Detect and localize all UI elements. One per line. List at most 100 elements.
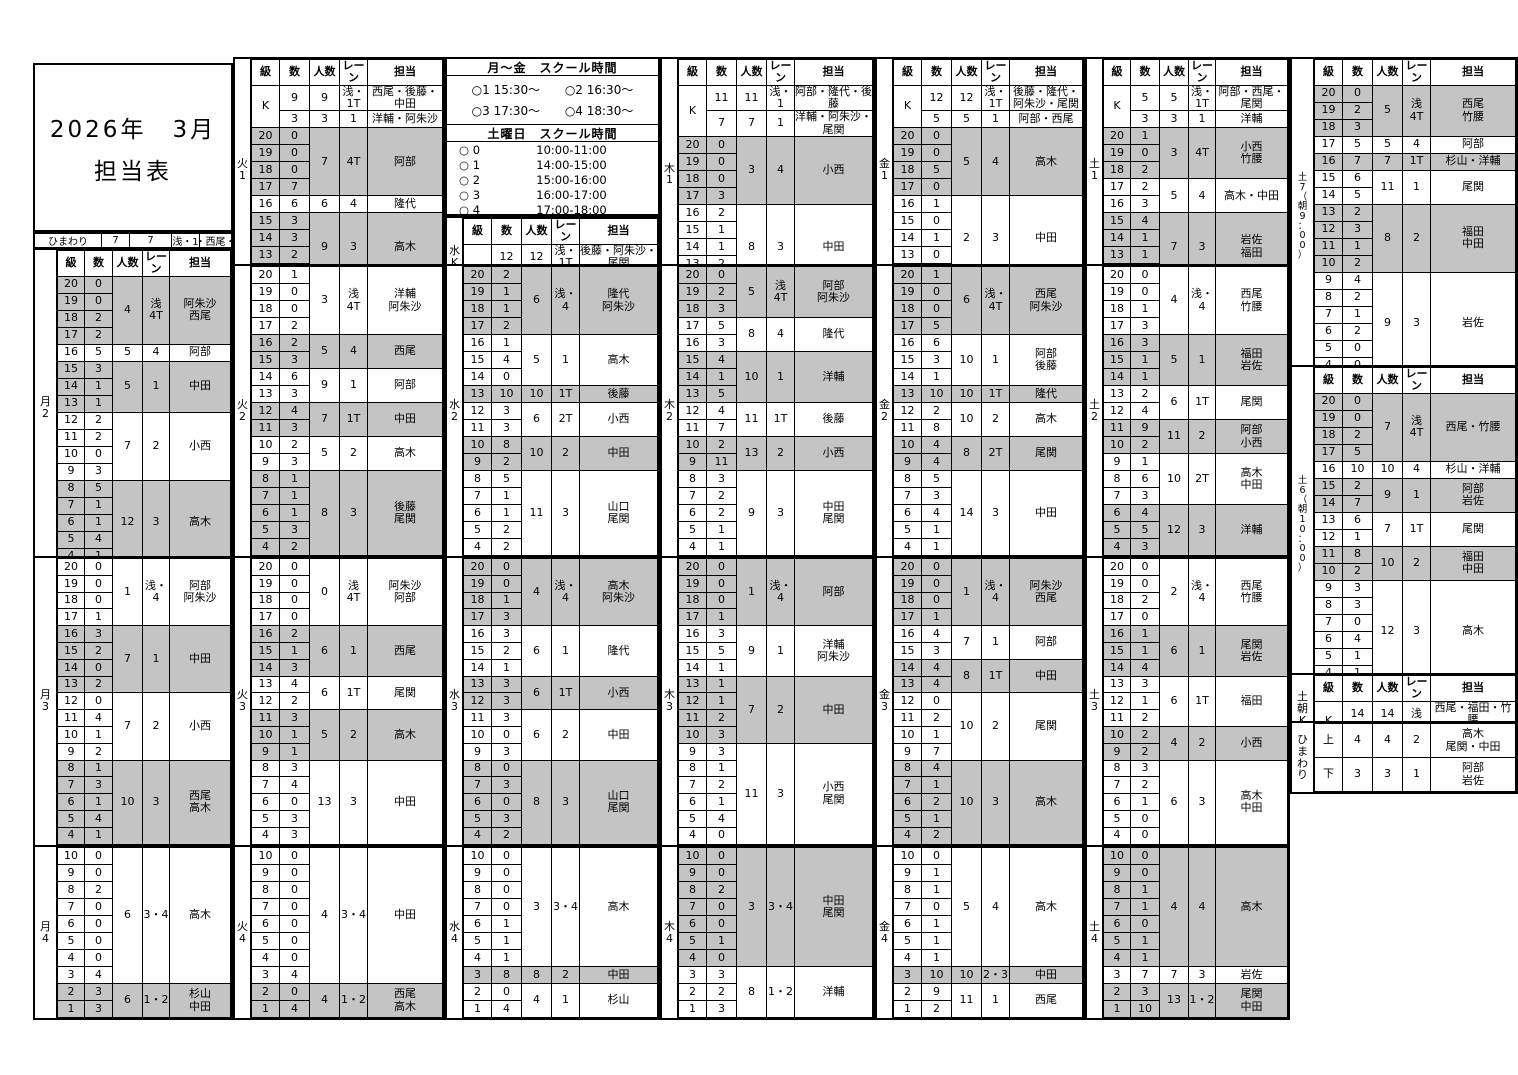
lane-cell: 4 bbox=[981, 847, 1010, 967]
col-header-count: 数 bbox=[1130, 59, 1160, 86]
count-cell: 0 bbox=[1342, 84, 1373, 103]
count-cell: 4 bbox=[706, 351, 737, 369]
day-label-char: 金 bbox=[879, 398, 890, 412]
people-cell: 6 bbox=[309, 195, 340, 214]
lane-cell: 1 bbox=[1402, 757, 1431, 792]
count-cell: 4 bbox=[279, 966, 310, 984]
count-cell: 9 bbox=[921, 983, 952, 1001]
count-cell: 3 bbox=[279, 212, 310, 231]
count-cell: 0 bbox=[706, 915, 737, 933]
lane-cell: 1 bbox=[766, 110, 795, 137]
people-cell: 5 bbox=[951, 110, 982, 129]
level-cell: 17 bbox=[893, 608, 922, 627]
count-cell: 0 bbox=[706, 574, 737, 593]
level-cell: 4 bbox=[251, 949, 280, 967]
level-cell: 7 bbox=[678, 898, 707, 916]
count-cell: 1 bbox=[1342, 237, 1373, 256]
col-header-level: 級 bbox=[463, 218, 492, 245]
level-cell: 5 bbox=[57, 932, 85, 950]
level-cell: 18 bbox=[251, 300, 280, 318]
schedule-row: 11 8 10 2 福田 中田 bbox=[1314, 545, 1516, 581]
level-cell: 2 bbox=[463, 983, 492, 1001]
count-cell: 0 bbox=[1130, 558, 1160, 576]
schedule-table-tue-1: 級数人数 レーン 担当 K 9 9 浅・1T 西尾・後藤・中田 3 3 1 洋輔・阿朱沙 20 0 7 4T 阿… bbox=[251, 59, 443, 282]
level-cell: 9 bbox=[251, 864, 280, 882]
level-cell: 4 bbox=[57, 949, 85, 967]
instructor-cell: 高木 bbox=[1009, 759, 1083, 845]
saturday-slot-row: ○ 0 10:00-11:00 bbox=[447, 142, 658, 157]
instructor-cell: 阿部 後藤 bbox=[1009, 334, 1083, 386]
schedule-row: 10 0 bbox=[57, 445, 231, 464]
instructor-cell: 中田 bbox=[579, 709, 658, 761]
people-cell: 5 bbox=[112, 343, 143, 362]
count-cell: 0 bbox=[921, 574, 952, 593]
schedule-row: 20 0 2 浅・4 西尾 竹腰 bbox=[1103, 557, 1288, 627]
level-cell: 8 bbox=[251, 881, 280, 899]
col-header-level: 級 bbox=[1314, 675, 1343, 702]
schedule-row: 18 0 bbox=[893, 591, 1083, 610]
count-cell: 0 bbox=[491, 793, 522, 811]
people-cell: 4 bbox=[521, 983, 552, 1018]
saturday-slot-mark: ○ 0 bbox=[459, 142, 481, 157]
schedule-table-wed-4: 10 0 3 3・4 高木 9 0 8 0 7 0 6 1 5 1 4 1 3 8 8 2 中田 2 0 4 1 杉山 1 4 bbox=[463, 847, 658, 1018]
level-cell: 18 bbox=[893, 591, 922, 610]
count-cell: 2 bbox=[279, 538, 310, 556]
people-cell: 3 bbox=[521, 847, 552, 967]
schedule-row: 20 0 4 浅・4 高木 阿朱沙 bbox=[463, 557, 658, 627]
level-cell: 12 bbox=[57, 692, 85, 711]
instructor-cell: 尾関 bbox=[1009, 692, 1083, 761]
schedule-row: 3 3 8 1・2 洋輔 bbox=[678, 966, 873, 1018]
schedule-row: 20 0 1 浅・4 阿部 bbox=[678, 557, 873, 627]
block-tue-2: 火 2 20 1 3 浅 4T 洋輔 阿朱沙 19 0 18 0 17 2 16 2 5 4 西尾 15 3 14 6 9 1… bbox=[233, 264, 445, 558]
lane-cell: 3 bbox=[1402, 579, 1431, 683]
schedule-table-fri-1: 級数人数 レーン 担当 K 12 12 浅・1T 後藤・隆代・阿朱沙・尾関 5 5 1 阿部・西尾 20… bbox=[893, 59, 1083, 282]
count-cell: 0 bbox=[1342, 409, 1373, 428]
lane-cell: 3 bbox=[551, 759, 580, 845]
count-cell: 1 bbox=[491, 658, 522, 677]
saturday-slot-row: ○ 3 16:00-17:00 bbox=[447, 188, 658, 203]
schedule-row: 13 10 10 1T 後藤 bbox=[463, 385, 658, 403]
col-header-level: 級 bbox=[1103, 59, 1131, 86]
himawari-strip-label: ひまわり bbox=[35, 234, 102, 247]
level-cell: 9 bbox=[57, 742, 85, 761]
day-label-char: 2 bbox=[239, 410, 246, 423]
people-cell: 12 bbox=[1159, 504, 1189, 556]
schedule-row: 15 1 bbox=[251, 641, 443, 660]
level-cell: 8 bbox=[1103, 881, 1131, 899]
count-cell: 1 bbox=[279, 470, 310, 488]
count-cell: 0 bbox=[706, 847, 737, 865]
col-header-people: 人数 bbox=[1159, 59, 1189, 86]
count-cell: 0 bbox=[84, 898, 113, 916]
instructor-cell: 尾関 bbox=[1215, 385, 1288, 420]
count-cell: 6 bbox=[1130, 470, 1160, 488]
schedule-row: 8 1 10 3 西尾 高木 bbox=[57, 759, 231, 845]
day-label-char: 4 bbox=[42, 931, 49, 945]
schedule-row: 17 0 bbox=[1103, 608, 1288, 627]
level-cell: 5 bbox=[893, 521, 922, 539]
level-cell: 16 bbox=[678, 203, 707, 222]
instructor-cell: 尾関 bbox=[1009, 436, 1083, 471]
people-cell: 3 bbox=[1159, 110, 1189, 129]
schedule-table-mon-4: 10 0 6 3・4 高木 9 0 8 2 7 0 6 0 5 0 4 0 3 4 2 3 6 1・2 杉山 中田 1 3 bbox=[57, 847, 231, 1018]
lane-cell: 3 bbox=[551, 470, 580, 556]
instructor-cell: 福田 中田 bbox=[1430, 545, 1516, 581]
count-cell: 0 bbox=[84, 692, 113, 711]
instructor-cell: 中田 bbox=[794, 675, 873, 744]
col-header-count: 数 bbox=[1342, 367, 1373, 394]
people-cell: 4 bbox=[309, 983, 340, 1018]
k-row: 5 5 1 阿部・西尾 bbox=[894, 110, 1083, 129]
instructor-cell: 尾関 bbox=[367, 675, 443, 711]
count-cell: 0 bbox=[491, 725, 522, 744]
col-header-count: 数 bbox=[706, 59, 737, 86]
count-cell: 2 bbox=[84, 881, 113, 899]
count-cell: 3 bbox=[1342, 118, 1373, 137]
level-cell: 3 bbox=[678, 966, 707, 984]
lane-cell: 3・4 bbox=[766, 847, 795, 967]
block-fri-1: 金 1 級数人数 レーン 担当 K 12 12 浅・1T 後藤・隆代・阿朱沙・尾関 5 5 1 阿部・西尾… bbox=[875, 57, 1085, 284]
col-header-count: 数 bbox=[279, 59, 310, 86]
level-cell: 19 bbox=[1103, 144, 1131, 163]
lane-cell: 1T bbox=[981, 658, 1010, 694]
